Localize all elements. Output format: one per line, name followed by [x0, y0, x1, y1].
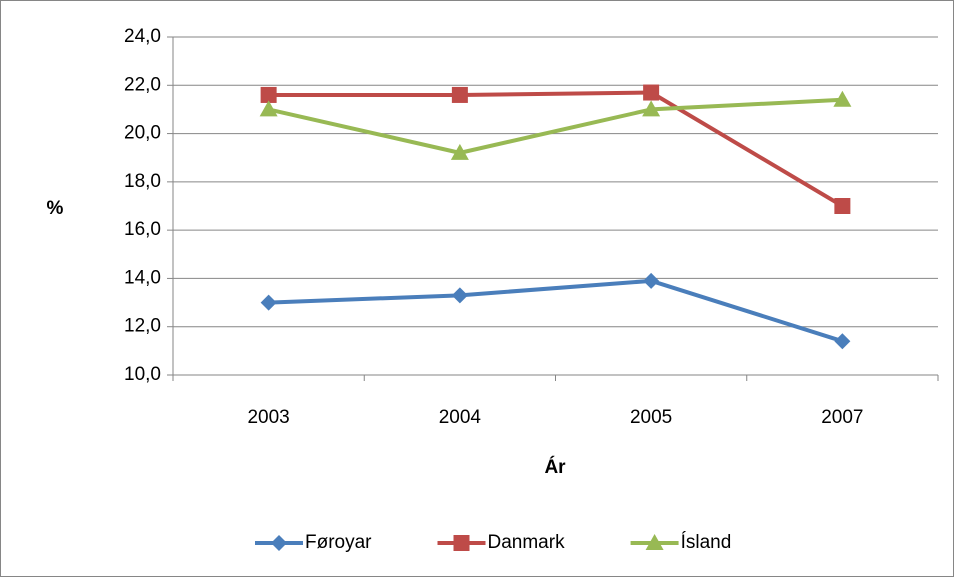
legend-label: Ísland	[681, 532, 732, 553]
legend-marker	[271, 535, 287, 551]
marker	[451, 287, 468, 304]
legend-marker	[645, 534, 664, 550]
y-tick-label: 12,0	[124, 316, 161, 337]
marker	[259, 100, 278, 117]
series-line	[268, 278, 843, 344]
x-axis-title: Ár	[544, 456, 566, 478]
marker	[642, 100, 661, 117]
series-line	[268, 97, 843, 155]
marker	[260, 294, 277, 311]
y-tick-label: 18,0	[124, 171, 161, 192]
y-tick-label: 22,0	[124, 74, 161, 95]
x-tick-label: 2007	[821, 407, 863, 428]
x-tick-label: 2004	[439, 407, 482, 428]
y-tick-label: 14,0	[124, 267, 161, 288]
marker	[643, 272, 660, 289]
marker	[834, 333, 851, 350]
series-line	[268, 90, 844, 208]
y-tick-label: 16,0	[124, 219, 161, 240]
y-tick-label: 10,0	[124, 364, 161, 385]
legend-marker	[453, 535, 470, 551]
marker	[260, 86, 277, 103]
marker	[451, 86, 468, 103]
y-tick-label: 24,0	[124, 26, 161, 47]
marker	[643, 84, 660, 101]
legend-label: Føroyar	[305, 532, 372, 553]
legend-label: Danmark	[488, 532, 566, 553]
y-tick-label: 20,0	[124, 123, 161, 144]
x-tick-label: 2005	[630, 407, 672, 428]
marker	[833, 90, 852, 107]
x-tick-label: 2003	[247, 407, 289, 428]
marker	[834, 198, 851, 214]
y-axis-title: %	[47, 198, 64, 219]
marker	[450, 143, 469, 160]
